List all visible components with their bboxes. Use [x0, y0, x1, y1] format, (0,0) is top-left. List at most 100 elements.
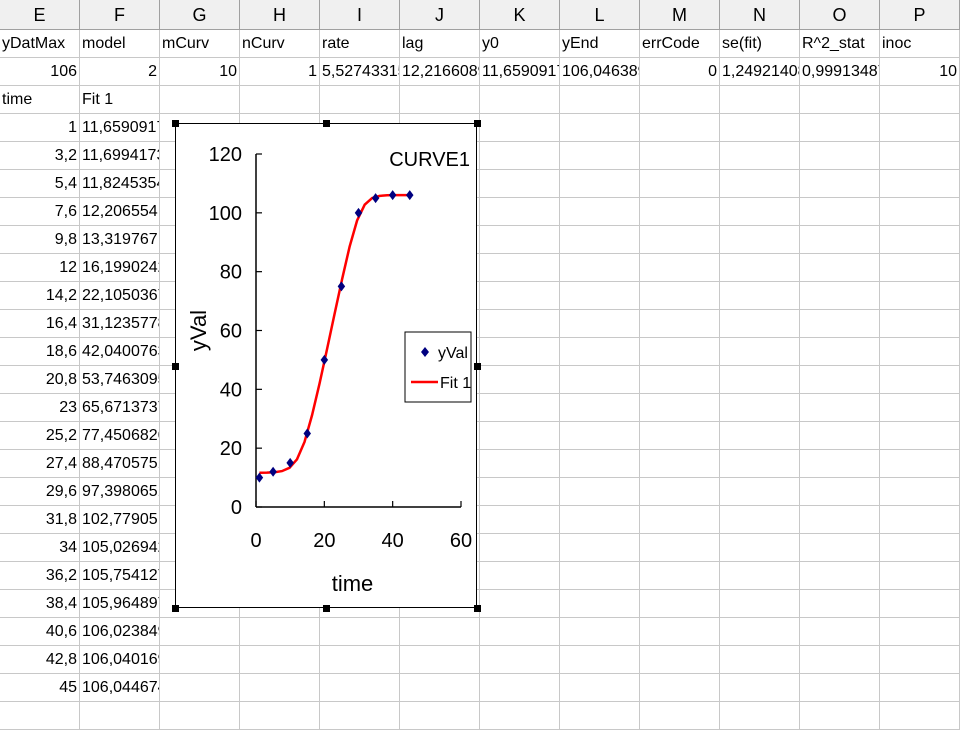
cell[interactable]: [480, 226, 560, 254]
cell[interactable]: [480, 478, 560, 506]
cell[interactable]: [480, 142, 560, 170]
column-header-i[interactable]: I: [320, 0, 400, 30]
fit-cell[interactable]: 11,6590917: [80, 114, 160, 142]
cell[interactable]: [320, 646, 400, 674]
column-header-p[interactable]: P: [880, 0, 960, 30]
cell[interactable]: [320, 674, 400, 702]
label-cell[interactable]: Fit 1: [80, 86, 160, 114]
cell[interactable]: [880, 198, 960, 226]
cell[interactable]: [320, 618, 400, 646]
cell[interactable]: [560, 142, 640, 170]
fit-cell[interactable]: 11,6994173: [80, 142, 160, 170]
column-header-k[interactable]: K: [480, 0, 560, 30]
fit-cell[interactable]: 22,1050367: [80, 282, 160, 310]
cell[interactable]: [560, 450, 640, 478]
time-cell[interactable]: 5,4: [0, 170, 80, 198]
cell[interactable]: [640, 562, 720, 590]
cell[interactable]: [880, 674, 960, 702]
cell[interactable]: [560, 282, 640, 310]
cell[interactable]: [800, 114, 880, 142]
cell[interactable]: [640, 142, 720, 170]
cell[interactable]: [880, 562, 960, 590]
column-header-e[interactable]: E: [0, 0, 80, 30]
cell[interactable]: [480, 674, 560, 702]
fit-cell[interactable]: 106,023849: [80, 618, 160, 646]
header-cell[interactable]: model: [80, 30, 160, 58]
cell[interactable]: [560, 366, 640, 394]
cell[interactable]: [720, 254, 800, 282]
cell[interactable]: [560, 478, 640, 506]
cell[interactable]: [800, 170, 880, 198]
cell[interactable]: [720, 562, 800, 590]
cell[interactable]: [640, 450, 720, 478]
time-cell[interactable]: 45: [0, 674, 80, 702]
column-header-g[interactable]: G: [160, 0, 240, 30]
cell[interactable]: [720, 702, 800, 730]
header-cell[interactable]: mCurv: [160, 30, 240, 58]
header-cell[interactable]: inoc: [880, 30, 960, 58]
cell[interactable]: [880, 702, 960, 730]
cell[interactable]: [720, 674, 800, 702]
cell[interactable]: [400, 86, 480, 114]
time-cell[interactable]: 40,6: [0, 618, 80, 646]
time-cell[interactable]: 14,2: [0, 282, 80, 310]
time-cell[interactable]: 25,2: [0, 422, 80, 450]
cell[interactable]: [640, 590, 720, 618]
cell[interactable]: [880, 254, 960, 282]
resize-handle[interactable]: [474, 120, 481, 127]
cell[interactable]: [560, 254, 640, 282]
cell[interactable]: [560, 590, 640, 618]
cell[interactable]: [640, 646, 720, 674]
fit-cell[interactable]: 12,206554: [80, 198, 160, 226]
cell[interactable]: [800, 646, 880, 674]
value-cell[interactable]: 5,52743315: [320, 58, 400, 86]
cell[interactable]: [720, 590, 800, 618]
time-cell[interactable]: 38,4: [0, 590, 80, 618]
time-cell[interactable]: 20,8: [0, 366, 80, 394]
cell[interactable]: [640, 338, 720, 366]
cell[interactable]: [240, 618, 320, 646]
cell[interactable]: [480, 254, 560, 282]
cell[interactable]: [880, 478, 960, 506]
cell[interactable]: [640, 226, 720, 254]
cell[interactable]: [240, 702, 320, 730]
cell[interactable]: [640, 702, 720, 730]
resize-handle[interactable]: [323, 605, 330, 612]
cell[interactable]: [640, 282, 720, 310]
cell[interactable]: [480, 394, 560, 422]
cell[interactable]: [800, 450, 880, 478]
fit-cell[interactable]: 105,754127: [80, 562, 160, 590]
cell[interactable]: [480, 170, 560, 198]
cell[interactable]: [160, 674, 240, 702]
cell[interactable]: [800, 422, 880, 450]
cell[interactable]: [560, 338, 640, 366]
value-cell[interactable]: 11,6590917: [480, 58, 560, 86]
cell[interactable]: [880, 590, 960, 618]
cell[interactable]: [880, 338, 960, 366]
fit-cell[interactable]: 77,4506826: [80, 422, 160, 450]
cell[interactable]: [640, 86, 720, 114]
column-header-l[interactable]: L: [560, 0, 640, 30]
cell[interactable]: [480, 114, 560, 142]
cell[interactable]: [560, 422, 640, 450]
cell[interactable]: [560, 226, 640, 254]
cell[interactable]: [480, 562, 560, 590]
cell[interactable]: [480, 198, 560, 226]
cell[interactable]: [560, 394, 640, 422]
cell[interactable]: [160, 86, 240, 114]
resize-handle[interactable]: [323, 120, 330, 127]
cell[interactable]: [640, 198, 720, 226]
cell[interactable]: [240, 86, 320, 114]
cell[interactable]: [720, 142, 800, 170]
time-cell[interactable]: 34: [0, 534, 80, 562]
time-cell[interactable]: 16,4: [0, 310, 80, 338]
cell[interactable]: [720, 478, 800, 506]
cell[interactable]: [240, 646, 320, 674]
time-cell[interactable]: 9,8: [0, 226, 80, 254]
cell[interactable]: [560, 86, 640, 114]
cell[interactable]: [800, 366, 880, 394]
cell[interactable]: [480, 702, 560, 730]
cell[interactable]: [640, 506, 720, 534]
time-cell[interactable]: 29,6: [0, 478, 80, 506]
value-cell[interactable]: 1,24921408: [720, 58, 800, 86]
